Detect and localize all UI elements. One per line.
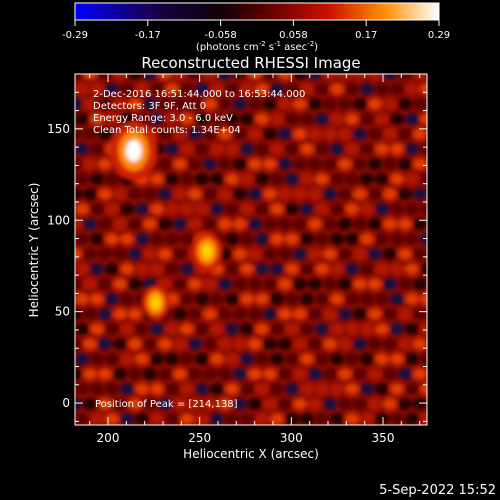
annotation-line: 2-Dec-2016 16:51:44.000 to 16:53:44.000 — [93, 89, 305, 100]
footer-timestamp: 5-Sep-2022 15:52 — [379, 483, 496, 498]
x-tick-label: 250 — [188, 431, 211, 445]
y-axis: 0 50 100 150 — [47, 73, 427, 422]
colorbar-ticks: -0.29 -0.17 -0.058 0.058 0.17 0.29 — [62, 20, 450, 41]
plot-frame — [74, 73, 428, 426]
y-tick-label: 0 — [62, 396, 70, 410]
y-tick-label: 150 — [47, 122, 70, 136]
colorbar-tick-label: -0.17 — [135, 30, 161, 41]
x-tick-label: 200 — [97, 431, 120, 445]
y-tick-label: 100 — [47, 213, 70, 227]
x-axis: 200 250 300 350 — [89, 74, 421, 445]
colorbar-tick-label: -0.058 — [204, 30, 236, 41]
chart-title: Reconstructed RHESSI Image — [141, 54, 360, 72]
x-tick-label: 300 — [280, 431, 303, 445]
colorbar-tick-label: 0.058 — [279, 30, 308, 41]
annotation-line: Clean Total counts: 1.34E+04 — [93, 125, 241, 136]
colorbar-tick-label: 0.29 — [428, 30, 450, 41]
annotation-line: Detectors: 3F 9F, Att 0 — [93, 101, 206, 112]
heatmap-image — [75, 74, 427, 425]
colorbar-unit-label: (photons cm-2 s-1 asec-2) — [196, 40, 318, 53]
x-tick-label: 350 — [372, 431, 395, 445]
colorbar-tick-label: 0.17 — [355, 30, 377, 41]
y-tick-label: 50 — [55, 305, 70, 319]
annotation-block: 2-Dec-2016 16:51:44.000 to 16:53:44.000D… — [93, 89, 305, 136]
y-axis-label: Heliocentric Y (arcsec) — [27, 183, 41, 318]
colorbar — [74, 2, 440, 21]
colorbar-tick-label: -0.29 — [62, 30, 88, 41]
x-axis-label: Heliocentric X (arcsec) — [183, 447, 319, 461]
annotation-line: Energy Range: 3.0 - 6.0 keV — [93, 113, 233, 124]
peak-position-label: Position of Peak = [214,138] — [95, 399, 238, 410]
